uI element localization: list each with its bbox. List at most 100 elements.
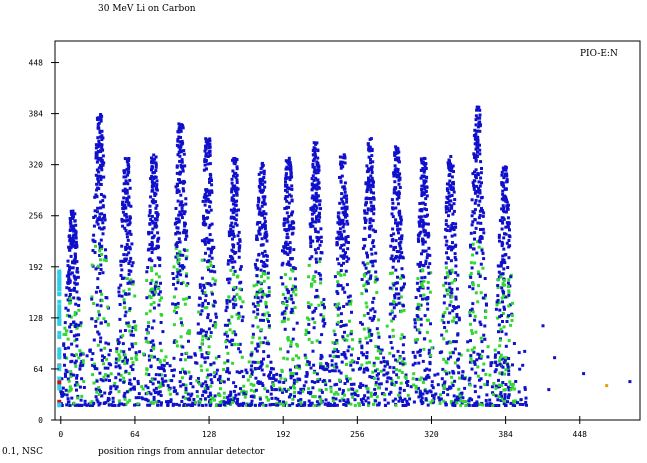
data-point [208,172,212,176]
data-point [398,369,402,373]
data-point [195,379,199,383]
data-point [127,231,131,235]
data-point [314,142,318,146]
data-point [94,153,98,157]
data-point [181,253,185,257]
data-point [317,181,321,185]
data-point [223,332,227,336]
data-point [79,321,83,325]
data-point [150,175,154,178]
data-point [448,272,452,275]
data-point [116,338,120,342]
data-point [473,170,476,174]
data-point [272,377,276,380]
data-point [265,317,269,321]
data-point [57,283,62,288]
data-point [452,305,455,308]
data-point [257,212,261,216]
data-point [275,401,279,405]
data-point [496,398,500,402]
data-point [438,398,442,402]
data-point [152,201,156,205]
data-point [73,313,77,317]
data-point [122,376,126,380]
data-point [177,220,181,224]
data-point [345,283,349,287]
data-point [152,184,156,188]
data-point [323,368,327,372]
data-point [362,313,366,317]
data-point [470,307,474,311]
data-point [76,403,79,407]
data-point [451,403,455,407]
data-point [66,337,70,341]
data-point [479,323,483,327]
data-point [497,264,501,268]
data-point [207,226,211,230]
data-point [505,172,509,176]
data-point [153,181,157,185]
data-point [200,353,204,357]
data-point [150,165,154,169]
data-point [284,285,288,289]
data-point [314,155,318,159]
data-point [476,190,480,194]
data-point [317,303,321,307]
data-point [376,356,380,360]
data-point [217,355,221,358]
data-point [210,190,214,194]
data-point [328,379,332,383]
data-point [500,397,504,401]
data-point [263,185,267,189]
data-point [148,222,152,226]
data-point [225,401,229,404]
data-point [363,274,367,278]
y-tick-label: 128 [29,314,44,323]
data-point [99,238,103,242]
data-point [426,213,429,217]
data-point [483,383,487,387]
data-point [94,290,98,294]
data-point [213,394,217,398]
data-point [286,253,290,256]
data-point [173,309,176,313]
data-point [431,394,434,398]
data-point [392,246,396,250]
data-point [444,403,448,407]
data-point [415,281,419,285]
data-point [96,116,100,120]
data-point [96,343,100,347]
data-point [57,311,62,316]
data-point [499,327,503,331]
data-point [398,209,402,213]
data-point [366,142,370,146]
data-point [450,204,454,208]
data-point [394,358,398,362]
data-point [295,404,299,407]
data-point [444,243,448,247]
data-point [307,387,311,391]
data-point [400,333,404,337]
data-point [281,403,285,407]
data-point [280,312,284,316]
data-point [69,209,73,213]
data-point [241,375,245,379]
data-point [374,369,377,373]
data-point [208,404,212,407]
data-point [494,360,498,364]
data-point [122,205,126,209]
data-point [127,245,131,249]
data-point [286,186,290,190]
data-point [175,171,179,175]
data-point [361,261,365,265]
data-point [358,341,362,344]
data-point [150,355,154,359]
data-point [313,321,317,324]
data-point [106,305,110,309]
data-point [391,281,395,285]
data-point [440,377,444,381]
data-point [313,248,317,252]
data-point [362,284,366,288]
data-point [246,378,250,382]
data-point [287,156,291,160]
